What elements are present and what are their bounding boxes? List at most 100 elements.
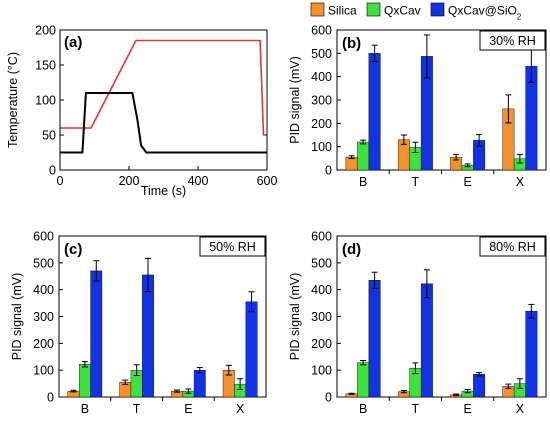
panel-label: (a): [64, 34, 82, 51]
y-tick-label: 100: [33, 364, 54, 378]
x-tick-label: T: [412, 175, 420, 189]
x-tick-label: X: [236, 402, 245, 416]
x-tick-label: T: [412, 402, 420, 416]
error-bar: [400, 134, 407, 145]
y-tick-label: 200: [33, 337, 54, 351]
condition-box: [199, 236, 266, 257]
y-tick-label: 400: [33, 283, 54, 297]
y-tick-label: 400: [311, 70, 332, 84]
error-bar: [464, 163, 471, 168]
y-tick-label: 600: [311, 230, 332, 244]
error-bar: [505, 383, 512, 389]
error-bar: [528, 303, 535, 319]
bar: [357, 141, 370, 171]
x-tick-label: B: [81, 402, 89, 416]
error-bar: [453, 393, 460, 397]
y-tick-label: 0: [325, 164, 332, 178]
y-tick-label: 200: [35, 24, 56, 38]
y-tick-label: 100: [311, 140, 332, 154]
legend: Silica QxCav QxCav@SiO2: [310, 2, 522, 22]
error-bar: [133, 364, 140, 377]
y-tick-label: 500: [33, 256, 54, 270]
y-tick-label: 400: [311, 283, 332, 297]
error-bar: [371, 44, 378, 62]
error-bar: [400, 390, 407, 394]
y-tick-label: 600: [311, 24, 332, 38]
error-bar: [248, 291, 255, 313]
legend-label: QxCav: [384, 4, 421, 18]
condition-label: 30% RH: [489, 34, 536, 48]
panel-label: (b): [342, 35, 361, 52]
bar: [473, 373, 486, 398]
bar: [193, 369, 206, 398]
x-tick-label: 0: [57, 174, 64, 188]
error-bar: [464, 388, 471, 394]
y-tick-label: 150: [35, 59, 56, 73]
error-bar: [173, 389, 180, 393]
panel-label: (c): [64, 241, 82, 258]
bar: [420, 283, 433, 398]
x-tick-label: X: [516, 175, 525, 189]
y-tick-label: 0: [325, 391, 332, 405]
x-tick-label: X: [516, 402, 525, 416]
x-tick-label: B: [359, 175, 367, 189]
panel-b: 0 100 200 300 400 500 600 B T E X PID signal (mV) (b…: [288, 24, 547, 189]
bar: [525, 310, 538, 398]
error-bar: [360, 139, 367, 145]
error-bar: [423, 269, 430, 299]
error-bar: [412, 141, 419, 153]
x-tick-label: E: [463, 175, 471, 189]
bar: [142, 274, 154, 398]
y-axis-label: Temperature (°C): [6, 52, 20, 148]
y-tick-label: 200: [311, 117, 332, 131]
y-tick-label: 0: [49, 164, 56, 178]
error-bar: [225, 364, 232, 376]
error-bar: [93, 260, 100, 282]
panel-d: 0 100 200 300 400 500 600 B T E X PID signal (mV) (d…: [288, 230, 547, 416]
error-bar: [348, 392, 355, 395]
error-bar: [360, 360, 367, 366]
panel-a: 0 50 100 150 200 0 200 400 600 Time (s) Temperatur…: [6, 24, 277, 199]
error-bar: [476, 372, 483, 377]
error-bar: [412, 362, 419, 375]
y-axis-label: PID signal (mV): [288, 56, 302, 144]
x-tick-label: T: [133, 402, 141, 416]
y-tick-label: 100: [35, 94, 56, 108]
legend-swatch: [430, 2, 445, 17]
y-tick-label: 50: [42, 129, 56, 143]
legend-swatch: [310, 2, 325, 17]
panel-c: 0 100 200 300 400 500 600 B T E X PID signal (mV) (c…: [10, 230, 267, 416]
error-bar: [423, 34, 430, 79]
error-bar: [145, 257, 152, 293]
x-tick-label: 600: [257, 174, 278, 188]
y-tick-label: 300: [311, 310, 332, 324]
bar: [245, 301, 258, 398]
bar: [368, 53, 381, 171]
bar: [357, 362, 370, 398]
y-tick-label: 600: [33, 230, 54, 244]
y-axis-label: PID signal (mV): [288, 273, 302, 361]
x-axis-label: Time (s): [141, 184, 186, 198]
error-bar: [196, 366, 203, 374]
y-tick-label: 300: [33, 310, 54, 324]
y-tick-label: 100: [311, 364, 332, 378]
line-series-1: [60, 92, 267, 154]
bar: [78, 364, 91, 398]
error-bar: [81, 361, 88, 368]
legend-label: QxCav@SiO2: [448, 4, 522, 22]
condition-label: 50% RH: [209, 240, 256, 254]
error-bar: [371, 271, 378, 289]
x-tick-label: E: [463, 402, 471, 416]
line-series-0: [60, 39, 267, 136]
y-axis-label: PID signal (mV): [10, 273, 24, 361]
error-bar: [453, 153, 460, 161]
condition-label: 80% RH: [489, 240, 536, 254]
error-bar: [516, 378, 523, 389]
bar: [90, 270, 103, 398]
condition-box: [479, 30, 546, 51]
x-tick-label: B: [359, 402, 367, 416]
y-tick-label: 200: [311, 337, 332, 351]
error-bar: [505, 94, 512, 124]
y-tick-label: 0: [47, 391, 54, 405]
